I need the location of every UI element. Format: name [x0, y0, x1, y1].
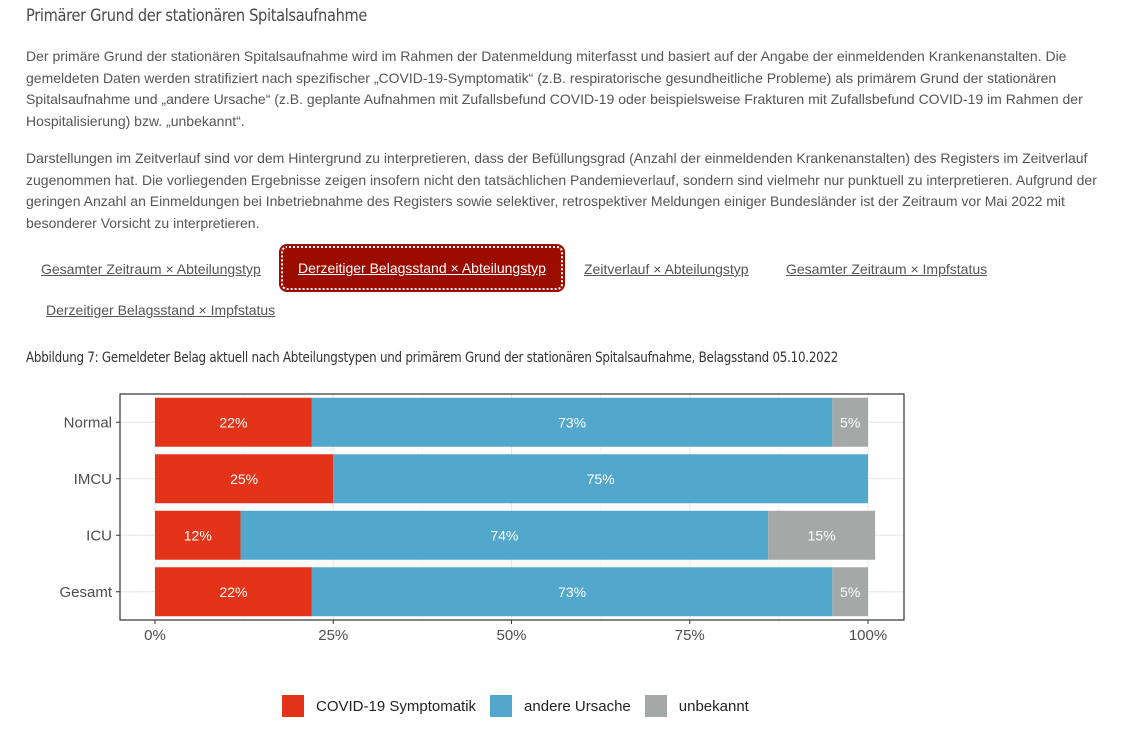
- bar-label: 12%: [184, 527, 212, 543]
- legend-item-andere: andere Ursache: [490, 695, 631, 717]
- bar-label: 15%: [808, 527, 836, 543]
- bar-label: 75%: [587, 471, 615, 487]
- intro-paragraph: Der primäre Grund der stationären Spital…: [26, 48, 1083, 129]
- bar-icu-0: [155, 510, 241, 560]
- bar-gesamt-1: [311, 567, 833, 617]
- chart-legend: COVID-19 Symptomatik andere Ursache unbe…: [282, 694, 763, 718]
- bar-gesamt-2: [832, 567, 868, 617]
- legend-label-covid: COVID-19 Symptomatik: [316, 697, 477, 715]
- legend-swatch-unbekannt: [644, 695, 667, 717]
- bar-label: 74%: [490, 527, 518, 543]
- x-tick-label: 50%: [496, 627, 526, 644]
- bar-label: 73%: [558, 584, 586, 600]
- bar-label: 22%: [219, 584, 247, 600]
- tab-gesamter-zeitraum-impfstatus[interactable]: Gesamter Zeitraum × Impfstatus: [786, 261, 988, 277]
- bar-icu-2: [768, 510, 876, 560]
- legend-swatch-andere: [490, 695, 513, 717]
- section-title: Primärer Grund der stationären Spitalsau…: [26, 6, 368, 26]
- y-tick-label: Gesamt: [59, 584, 112, 601]
- tab-zeitverlauf-abteilungstyp[interactable]: Zeitverlauf × Abteilungstyp: [584, 261, 749, 277]
- bar-imcu-1: [333, 454, 868, 504]
- x-tick-label: 100%: [849, 627, 887, 644]
- bar-normal-0: [155, 397, 312, 447]
- bar-label: 5%: [840, 584, 860, 600]
- legend-swatch-covid: [282, 695, 304, 717]
- bar-normal-1: [311, 397, 833, 447]
- tab-derzeitiger-belagsstand-abteilungstyp[interactable]: Derzeitiger Belagsstand × Abteilungstyp: [281, 246, 563, 290]
- bar-label: 22%: [219, 414, 247, 430]
- bar-label: 5%: [840, 414, 860, 430]
- y-tick-label: Normal: [64, 414, 112, 431]
- tab-derzeitiger-belagsstand-impfstatus[interactable]: Derzeitiger Belagsstand × Impfstatus: [46, 302, 276, 318]
- stacked-bar-chart: 22% 73% 5% Normal 25% 75% IMCU 12% 74% 15% ICU 22% 7…: [59, 393, 905, 644]
- legend-label-unbekannt: unbekannt: [678, 697, 749, 715]
- note-paragraph: Darstellungen im Zeitverlauf sind vor de…: [26, 150, 1097, 231]
- tab-gesamter-zeitraum-abteilungstyp[interactable]: Gesamter Zeitraum × Abteilungstyp: [41, 261, 261, 277]
- y-tick-label: ICU: [86, 527, 112, 544]
- legend-item-covid: COVID-19 Symptomatik: [282, 695, 476, 717]
- bar-label: 25%: [230, 471, 258, 487]
- bar-normal-2: [832, 397, 868, 447]
- bar-icu-1: [240, 510, 769, 560]
- bar-label: 73%: [558, 414, 586, 430]
- figure-title: Abbildung 7: Gemeldeter Belag aktuell na…: [26, 350, 839, 366]
- legend-label-andere: andere Ursache: [524, 697, 631, 715]
- bar-gesamt-0: [155, 567, 312, 617]
- y-tick-label: IMCU: [74, 471, 112, 488]
- bar-imcu-0: [155, 454, 334, 504]
- x-tick-label: 25%: [318, 627, 348, 644]
- legend-item-unbekannt: unbekannt: [644, 695, 749, 717]
- x-tick-label: 75%: [675, 627, 705, 644]
- x-tick-label: 0%: [144, 627, 166, 644]
